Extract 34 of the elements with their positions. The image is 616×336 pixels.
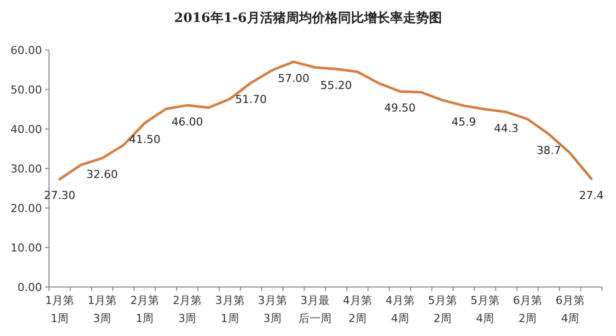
data-label: 44.3 bbox=[494, 122, 519, 136]
data-label: 55.20 bbox=[320, 78, 352, 92]
x-tick-label: 1月第1周 bbox=[45, 294, 74, 325]
x-tick-label: 4月第2周 bbox=[342, 294, 372, 325]
y-tick-label: 40.00 bbox=[10, 122, 42, 136]
y-tick-label: 30.00 bbox=[10, 162, 42, 176]
x-tick-label: 3月第1周 bbox=[215, 294, 244, 325]
data-label: 32.60 bbox=[86, 168, 118, 182]
data-label: 49.50 bbox=[384, 101, 416, 114]
x-tick-label: 3月第3周 bbox=[258, 294, 287, 325]
x-tick-label: 4月第4周 bbox=[385, 294, 414, 325]
y-tick-label: 60.00 bbox=[10, 44, 42, 57]
y-tick-label: 0.00 bbox=[18, 280, 42, 294]
data-label: 51.70 bbox=[235, 92, 267, 106]
y-tick-label: 10.00 bbox=[10, 241, 42, 254]
x-tick-label: 6月第4周 bbox=[556, 294, 585, 325]
data-label: 38.7 bbox=[536, 144, 562, 158]
line-series bbox=[58, 60, 593, 180]
x-tick-label: 2月第1周 bbox=[130, 294, 160, 325]
x-tick-label: 5月第2周 bbox=[428, 294, 457, 325]
chart-title: 2016年1-6月活猪周均价格同比增长率走势图 bbox=[174, 10, 442, 26]
x-tick-label: 5月第4周 bbox=[470, 294, 500, 325]
data-label: 41.50 bbox=[128, 133, 160, 146]
x-tick-label: 2月第3周 bbox=[172, 294, 202, 325]
x-tick-label: 6月第2周 bbox=[513, 294, 542, 325]
data-label: 46.00 bbox=[172, 115, 203, 128]
data-label: 27.4 bbox=[579, 188, 604, 202]
y-tick-label: 50.00 bbox=[10, 83, 42, 96]
x-tick-label: 3月最后一周 bbox=[298, 294, 332, 325]
y-tick-label: 20.00 bbox=[10, 202, 42, 215]
data-label: 45.9 bbox=[452, 116, 476, 129]
x-tick-label: 1月第3周 bbox=[88, 294, 117, 325]
data-label: 27.30 bbox=[44, 189, 76, 202]
data-label: 57.00 bbox=[278, 72, 310, 85]
